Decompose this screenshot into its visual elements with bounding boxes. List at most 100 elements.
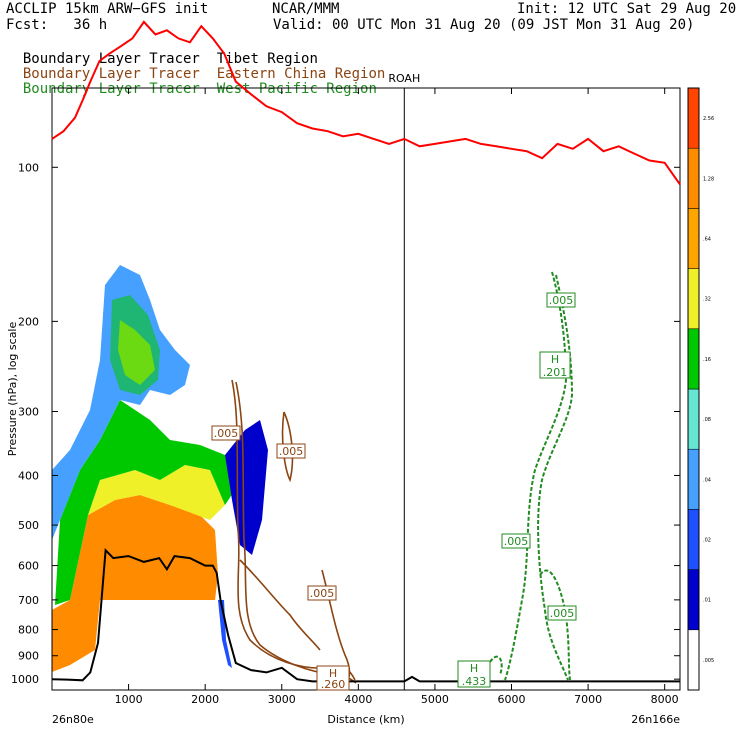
x-tick-label: 3000 bbox=[268, 693, 296, 706]
colorbar-cell bbox=[687, 388, 700, 450]
shade-terrain-edge bbox=[218, 600, 232, 668]
terrain-line bbox=[51, 548, 680, 683]
y-tick-label: 800 bbox=[18, 624, 39, 637]
y-tick-label: 900 bbox=[18, 650, 39, 663]
shade-orange-region bbox=[52, 495, 218, 672]
colorbar-label: .01 bbox=[703, 598, 711, 604]
colorbar-cell bbox=[687, 328, 700, 390]
tibet-tracer-shading bbox=[52, 265, 268, 672]
colorbar-label: 1.28 bbox=[703, 176, 714, 182]
ec-contour bbox=[239, 559, 321, 651]
legend-entry-left: Boundary Layer Tracer bbox=[22, 66, 200, 82]
colorbar-cell bbox=[687, 208, 700, 269]
contour-label-box bbox=[276, 443, 306, 459]
y-tick-label: 200 bbox=[18, 315, 39, 328]
wp-contour bbox=[489, 655, 503, 676]
legend-entry-left: Boundary Layer Tracer bbox=[22, 81, 200, 97]
contour-label: H.433 bbox=[457, 660, 491, 688]
contour-label-text: .201 bbox=[543, 366, 568, 379]
y-tick-label: 1000 bbox=[11, 673, 39, 686]
x-tick-label: 8000 bbox=[651, 693, 679, 706]
x-axis-label: Distance (km) bbox=[327, 713, 404, 726]
colorbar-label: .02 bbox=[703, 538, 711, 544]
colorbar-label: .08 bbox=[703, 417, 711, 423]
legend-entry-right: West Pacific Region bbox=[216, 81, 377, 97]
contour-label: .005 bbox=[547, 605, 577, 621]
colorbar-cell bbox=[687, 509, 700, 570]
contour-label-box bbox=[501, 533, 531, 549]
forecast-hour: Fcst: 36 h bbox=[6, 17, 108, 33]
init-time: Init: 12 UTC Sat 29 Aug 20 bbox=[517, 1, 737, 17]
contour-label-text: .005 bbox=[214, 427, 239, 440]
wp-contour bbox=[504, 271, 568, 681]
contour-label-text: .260 bbox=[321, 678, 346, 691]
y-tick-label: 500 bbox=[18, 519, 39, 532]
x-start-label: 26n80e bbox=[52, 713, 94, 726]
tropopause-line bbox=[51, 20, 681, 185]
contour-label-text: .005 bbox=[549, 294, 574, 307]
wp-contour bbox=[537, 274, 574, 681]
y-tick-label: 300 bbox=[18, 406, 39, 419]
ec-contour bbox=[281, 411, 294, 483]
colorbar-frame bbox=[687, 87, 700, 691]
contour-label-box bbox=[316, 665, 350, 691]
x-tick-label: 7000 bbox=[574, 693, 602, 706]
legend-entry-eastern-china: Boundary Layer Tracer Eastern China Regi… bbox=[6, 50, 385, 82]
contour-label-text: .005 bbox=[504, 535, 529, 548]
marker-label: ROAH bbox=[388, 72, 420, 85]
colorbar-label: .005 bbox=[703, 658, 714, 664]
colorbar-cell bbox=[687, 87, 700, 149]
contour-label-box bbox=[307, 585, 337, 601]
contour-label-box bbox=[539, 351, 571, 379]
y-tick-label: 100 bbox=[18, 161, 39, 174]
contour-label: H.201 bbox=[539, 351, 571, 379]
wp-contour bbox=[539, 569, 571, 681]
y-axis-label: Pressure (hPa), log scale bbox=[6, 322, 19, 457]
colorbar-label: .16 bbox=[703, 357, 711, 363]
contour-label-text: .005 bbox=[550, 607, 575, 620]
colorbar-cell bbox=[687, 268, 700, 330]
contour-label-box bbox=[211, 425, 241, 441]
contour-label-box bbox=[546, 292, 576, 308]
shade-blue-edge bbox=[225, 420, 268, 555]
shade-green-region bbox=[55, 400, 235, 605]
contour-label: .005 bbox=[211, 425, 241, 441]
contour-label-text: .433 bbox=[462, 675, 487, 688]
legend-entry-west-pacific: Boundary Layer Tracer West Pacific Regio… bbox=[6, 65, 377, 97]
contour-label-box bbox=[457, 660, 491, 688]
contour-label: .005 bbox=[546, 292, 576, 308]
contour-label-text: H bbox=[329, 667, 337, 680]
contour-label: .005 bbox=[501, 533, 531, 549]
shade-yellow-region bbox=[88, 465, 225, 520]
x-tick-label: 1000 bbox=[115, 693, 143, 706]
y-tick-label: 400 bbox=[18, 469, 39, 482]
x-tick-label: 2000 bbox=[191, 693, 219, 706]
contour-label-text: .005 bbox=[279, 445, 304, 458]
y-tick-label: 600 bbox=[18, 560, 39, 573]
colorbar-cell bbox=[687, 569, 700, 631]
shade-cyan-region bbox=[52, 265, 190, 540]
valid-time: Valid: 00 UTC Mon 31 Aug 20 (09 JST Mon … bbox=[273, 17, 695, 33]
colorbar-label: .32 bbox=[703, 297, 711, 303]
x-tick-label: 5000 bbox=[421, 693, 449, 706]
colorbar-label: .04 bbox=[703, 477, 711, 483]
colorbar-cell bbox=[687, 147, 700, 209]
organization-label: NCAR/MMM bbox=[272, 1, 340, 17]
x-end-label: 26n166e bbox=[631, 713, 680, 726]
colorbar-cell bbox=[687, 448, 700, 510]
x-tick-label: 6000 bbox=[498, 693, 526, 706]
contour-label-text: H bbox=[551, 353, 559, 366]
model-title: ACCLIP 15km ARW−GFS init bbox=[6, 1, 209, 17]
x-tick-label: 4000 bbox=[344, 693, 372, 706]
contour-label: H.260 bbox=[316, 665, 350, 691]
colorbar-label: .64 bbox=[703, 237, 711, 243]
contour-label: .005 bbox=[307, 585, 337, 601]
contour-label: .005 bbox=[276, 443, 306, 459]
y-tick-label: 700 bbox=[18, 594, 39, 607]
contour-label-text: .005 bbox=[310, 587, 335, 600]
colorbar-cell bbox=[687, 629, 700, 691]
contour-label-box bbox=[547, 605, 577, 621]
contour-label-text: H bbox=[470, 662, 478, 675]
colorbar-label: 2.56 bbox=[703, 116, 714, 122]
